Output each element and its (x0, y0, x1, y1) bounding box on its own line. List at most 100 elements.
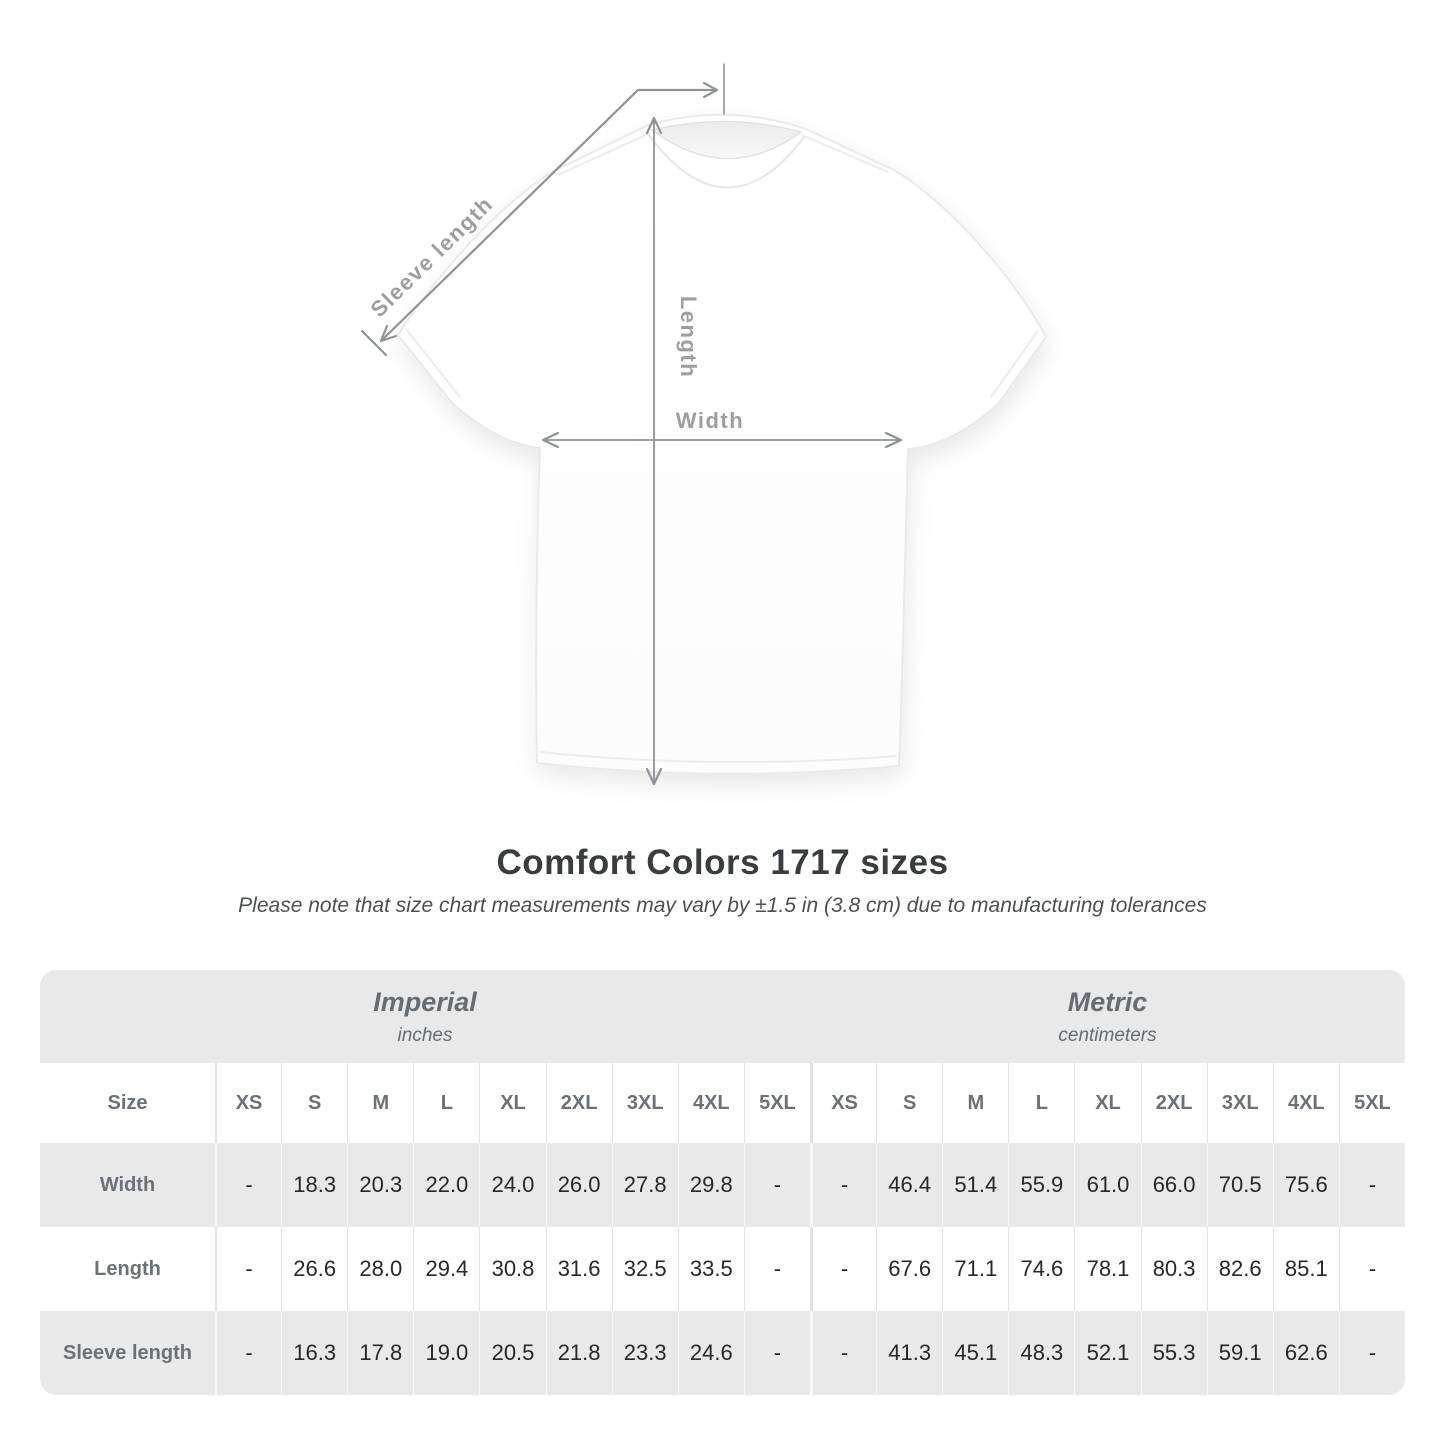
size-header-5xl: 5XL (743, 1063, 810, 1143)
metric-section-header: Metric centimeters (810, 970, 1405, 1063)
tshirt-shoulder-seam-right (801, 134, 889, 173)
value-cell: 55.3 (1140, 1311, 1207, 1395)
sleeve-length-arrow (360, 63, 725, 357)
value-cell: - (215, 1143, 282, 1227)
value-cell: - (810, 1311, 877, 1395)
value-cell: - (1338, 1227, 1405, 1311)
value-cell: 41.3 (876, 1311, 943, 1395)
value-cell: 66.0 (1140, 1143, 1207, 1227)
value-cell: 31.6 (545, 1227, 612, 1311)
value-cell: - (1338, 1311, 1405, 1395)
value-cell: 75.6 (1272, 1143, 1339, 1227)
row-label-length: Length (94, 1257, 161, 1280)
size-header-2xl: 2XL (545, 1063, 612, 1143)
value-cell: 51.4 (942, 1143, 1009, 1227)
value-cell: 61.0 (1074, 1143, 1141, 1227)
tshirt-cuff-seam-left (405, 328, 461, 398)
section-sublabel: inches (397, 1024, 453, 1046)
value-cell: 80.3 (1140, 1227, 1207, 1311)
tshirt-shoulder-seam-left (557, 132, 651, 176)
size-header-xl: XL (1074, 1063, 1140, 1143)
value-cell: 74.6 (1008, 1227, 1074, 1311)
value-cell: 27.8 (611, 1143, 678, 1227)
size-header-xs: XS (810, 1063, 876, 1143)
value-cell: 52.1 (1074, 1311, 1141, 1395)
value-cell: 20.5 (479, 1311, 546, 1395)
page-title: Comfort Colors 1717 sizes (496, 843, 949, 882)
value-cell: 23.3 (611, 1311, 678, 1395)
size-header-3xl: 3XL (611, 1063, 678, 1143)
value-cell: 46.4 (876, 1143, 943, 1227)
tshirt-neck-opening (650, 120, 803, 160)
value-cell: - (215, 1227, 281, 1311)
size-header-l: L (413, 1063, 479, 1143)
size-header-xs: XS (215, 1063, 281, 1143)
value-cell: 26.0 (545, 1143, 612, 1227)
width-arrow (541, 431, 903, 449)
value-cell: 16.3 (281, 1311, 348, 1395)
size-header-m: M (942, 1063, 1008, 1143)
value-cell: 21.8 (545, 1311, 612, 1395)
value-cell: 29.4 (413, 1227, 479, 1311)
value-cell: - (743, 1311, 810, 1395)
tshirt-hem-seam (539, 751, 897, 764)
value-cell: 32.5 (611, 1227, 678, 1311)
size-header-3xl: 3XL (1206, 1063, 1273, 1143)
value-cell: 18.3 (281, 1143, 348, 1227)
section-label: Metric (1067, 986, 1148, 1017)
row-label-sleeve-length: Sleeve length (40, 1311, 215, 1395)
value-cell: 22.0 (413, 1143, 480, 1227)
value-cell: 70.5 (1206, 1143, 1273, 1227)
size-header-l: L (1008, 1063, 1074, 1143)
tshirt-body (397, 113, 1047, 775)
value-cell: 19.0 (413, 1311, 480, 1395)
value-cell: 78.1 (1074, 1227, 1140, 1311)
value-cell: 24.6 (677, 1311, 744, 1395)
value-cell: - (1338, 1143, 1405, 1227)
value-cell: 30.8 (479, 1227, 545, 1311)
size-header-2xl: 2XL (1140, 1063, 1207, 1143)
tshirt-measurement-diagram: Sleeve length Length Width (360, 63, 1047, 786)
value-cell: - (743, 1227, 810, 1311)
tshirt-illustration (397, 113, 1047, 775)
value-cell: 48.3 (1008, 1311, 1075, 1395)
length-arrow (645, 116, 663, 786)
size-header-4xl: 4XL (1272, 1063, 1339, 1143)
value-cell: 85.1 (1272, 1227, 1339, 1311)
value-cell: 28.0 (347, 1227, 413, 1311)
value-cell: 67.6 (876, 1227, 942, 1311)
value-cell: 26.6 (281, 1227, 347, 1311)
value-cell: 55.9 (1008, 1143, 1075, 1227)
size-header-xl: XL (479, 1063, 545, 1143)
size-header-s: S (281, 1063, 347, 1143)
value-cell: 24.0 (479, 1143, 546, 1227)
value-cell: 29.8 (677, 1143, 744, 1227)
section-label: Imperial (373, 986, 477, 1017)
row-label-width: Width (40, 1143, 215, 1227)
tshirt-cuff-seam-right (990, 330, 1039, 398)
length-label: Length (676, 296, 701, 378)
value-cell: 82.6 (1206, 1227, 1273, 1311)
size-header-5xl: 5XL (1338, 1063, 1405, 1143)
size-header-s: S (876, 1063, 942, 1143)
imperial-section-header: Imperial inches (40, 970, 810, 1063)
size-table: Imperial inches Metric centimeters Size XS S M L… (40, 970, 1405, 1395)
value-cell: 20.3 (347, 1143, 414, 1227)
section-sublabel: centimeters (1058, 1024, 1157, 1046)
size-column-header: Size (107, 1091, 148, 1114)
tolerance-note: Please note that size chart measurements… (238, 894, 1207, 917)
value-cell: 71.1 (942, 1227, 1008, 1311)
value-cell: 17.8 (347, 1311, 414, 1395)
value-cell: 45.1 (942, 1311, 1009, 1395)
value-cell: 62.6 (1272, 1311, 1339, 1395)
value-cell: - (810, 1227, 876, 1311)
value-cell: - (215, 1311, 282, 1395)
size-header-m: M (347, 1063, 413, 1143)
value-cell: 59.1 (1206, 1311, 1273, 1395)
value-cell: - (810, 1143, 877, 1227)
tshirt-collar-seam (647, 133, 806, 189)
size-header-4xl: 4XL (677, 1063, 744, 1143)
value-cell: - (743, 1143, 810, 1227)
width-label: Width (676, 408, 744, 433)
